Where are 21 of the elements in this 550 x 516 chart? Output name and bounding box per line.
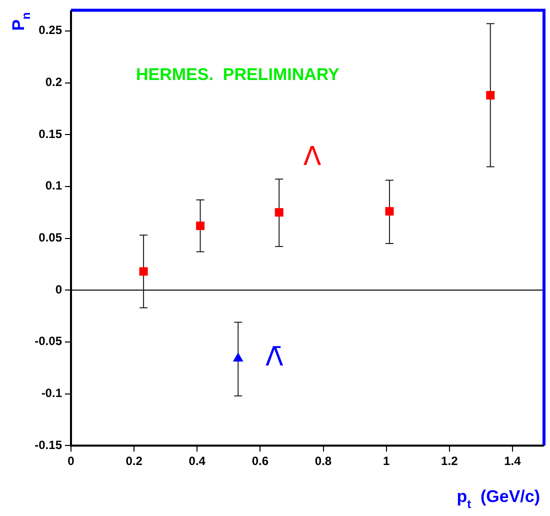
x-tick-label: 0.4 (188, 454, 206, 468)
y-tick-label: 0.25 (38, 23, 62, 38)
x-tick-label: 0.8 (314, 454, 332, 468)
x-tick-label: 1 (382, 454, 390, 468)
x-tick-label: 1.2 (441, 454, 458, 468)
y-axis-title: Pn (9, 12, 33, 31)
x-tick-label: 0 (68, 454, 75, 468)
y-tick-label: -0.1 (41, 386, 62, 400)
series-label: Λ̄ (265, 342, 284, 372)
annotation: HERMES. PRELIMINARY (136, 64, 340, 84)
x-tick-label: 0.2 (126, 454, 143, 468)
x-tick-label: 0.6 (252, 454, 269, 468)
y-tick-label: 0.2 (45, 75, 62, 90)
y-tick-label: -0.05 (34, 334, 62, 348)
y-tick-label: 0.05 (38, 230, 62, 245)
y-tick-label: -0.15 (34, 438, 62, 452)
y-tick-label: 0 (55, 282, 62, 296)
y-tick-label: 0.15 (38, 126, 62, 141)
series-label: Λ (303, 142, 322, 172)
y-tick-label: 0.1 (45, 178, 62, 193)
x-tick-label: 1.4 (504, 454, 522, 468)
